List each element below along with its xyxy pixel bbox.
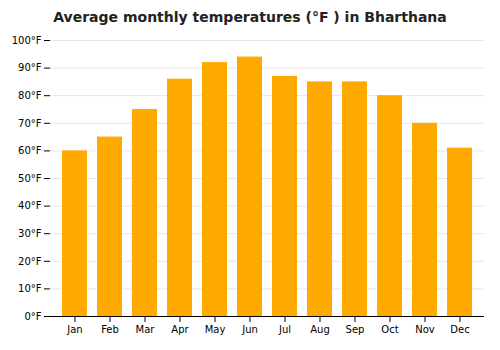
html-text:Average monthly temperatures (: Average monthly temperatures (°F ) in Bh… bbox=[53, 9, 447, 25]
svg-text:100°F: 100°F bbox=[12, 35, 42, 46]
svg-text:0°F: 0°F bbox=[24, 311, 41, 322]
svg-text:20°F: 20°F bbox=[18, 256, 42, 267]
svg-text:40°F: 40°F bbox=[18, 200, 42, 211]
svg-text:Apr: Apr bbox=[171, 324, 189, 335]
svg-text:10°F: 10°F bbox=[18, 283, 42, 294]
svg-text:Aug: Aug bbox=[310, 324, 330, 335]
svg-text:Sep: Sep bbox=[346, 324, 365, 335]
svg-text:60°F: 60°F bbox=[18, 145, 42, 156]
svg-text:Jun: Jun bbox=[241, 324, 258, 335]
svg-text:70°F: 70°F bbox=[18, 118, 42, 129]
svg-text:Oct: Oct bbox=[381, 324, 398, 335]
svg-text:Feb: Feb bbox=[101, 324, 119, 335]
svg-text:Nov: Nov bbox=[415, 324, 435, 335]
svg-text:Jan: Jan bbox=[66, 324, 82, 335]
svg-text:Jul: Jul bbox=[278, 324, 291, 335]
svg-text:50°F: 50°F bbox=[18, 173, 42, 184]
svg-text:90°F: 90°F bbox=[18, 62, 42, 73]
svg-text:Mar: Mar bbox=[136, 324, 156, 335]
svg-text:May: May bbox=[205, 324, 226, 335]
svg-text:Dec: Dec bbox=[450, 324, 469, 335]
svg-text:80°F: 80°F bbox=[18, 90, 42, 101]
svg-text:30°F: 30°F bbox=[18, 228, 42, 239]
